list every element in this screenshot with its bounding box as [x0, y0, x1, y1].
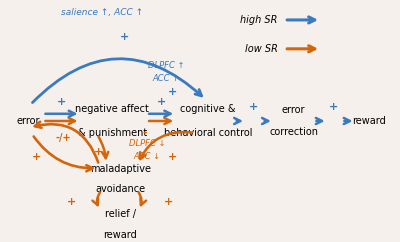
Text: & punishment: & punishment: [78, 128, 147, 137]
Text: ACC ↓: ACC ↓: [134, 152, 161, 161]
Text: DLPFC ↓: DLPFC ↓: [129, 139, 166, 148]
Text: reward: reward: [104, 230, 137, 240]
Text: +: +: [120, 32, 129, 42]
Text: +: +: [157, 97, 166, 107]
Text: relief /: relief /: [105, 209, 136, 219]
Text: error: error: [17, 116, 40, 126]
Text: +: +: [329, 102, 338, 112]
Text: +: +: [32, 152, 41, 162]
Text: high SR: high SR: [240, 15, 278, 25]
Text: correction: correction: [269, 127, 318, 137]
Text: cognitive &: cognitive &: [180, 105, 236, 114]
Text: +: +: [94, 147, 103, 157]
Text: +: +: [57, 97, 66, 107]
Text: +: +: [249, 102, 258, 112]
Text: salience ↑, ACC ↑: salience ↑, ACC ↑: [61, 8, 144, 17]
Text: -: -: [143, 128, 147, 138]
Text: reward: reward: [352, 116, 386, 126]
Text: low SR: low SR: [245, 44, 278, 54]
Text: ACC ↑: ACC ↑: [152, 74, 180, 83]
Text: -/+: -/+: [56, 133, 72, 143]
Text: negative affect: negative affect: [75, 105, 149, 114]
Text: error: error: [282, 105, 306, 115]
Text: avoidance: avoidance: [95, 184, 145, 194]
Text: +: +: [168, 87, 177, 97]
Text: behavioral control: behavioral control: [164, 128, 252, 137]
Text: maladaptive: maladaptive: [90, 164, 151, 174]
Text: DLPFC ↑: DLPFC ↑: [148, 61, 184, 70]
Text: +: +: [168, 152, 177, 162]
Text: +: +: [164, 197, 173, 207]
Text: +: +: [67, 197, 76, 207]
